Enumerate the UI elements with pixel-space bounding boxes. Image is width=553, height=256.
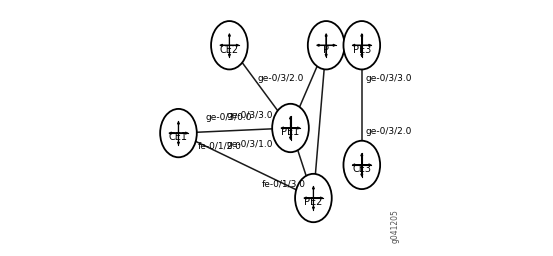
FancyArrow shape — [229, 44, 239, 46]
FancyArrow shape — [362, 164, 371, 166]
FancyArrow shape — [361, 34, 363, 45]
FancyArrow shape — [220, 44, 229, 46]
Ellipse shape — [160, 109, 197, 157]
FancyArrow shape — [352, 164, 362, 166]
FancyArrow shape — [361, 165, 363, 177]
Ellipse shape — [211, 21, 248, 69]
FancyArrow shape — [326, 44, 336, 46]
Ellipse shape — [308, 21, 345, 69]
FancyArrow shape — [312, 198, 315, 210]
Text: ge-0/3/3.0: ge-0/3/3.0 — [226, 111, 273, 120]
FancyArrow shape — [314, 197, 323, 199]
FancyArrow shape — [228, 45, 231, 57]
FancyArrow shape — [281, 127, 290, 129]
FancyArrow shape — [325, 34, 327, 45]
Ellipse shape — [272, 104, 309, 152]
Text: g041205: g041205 — [390, 209, 399, 243]
FancyArrow shape — [362, 44, 371, 46]
Text: PE1: PE1 — [281, 127, 300, 137]
Text: ge-0/3/2.0: ge-0/3/2.0 — [366, 127, 412, 136]
FancyArrow shape — [325, 45, 327, 57]
FancyArrow shape — [290, 127, 300, 129]
Ellipse shape — [343, 141, 380, 189]
FancyArrow shape — [178, 133, 180, 145]
FancyArrow shape — [169, 132, 179, 134]
FancyArrow shape — [228, 34, 231, 45]
FancyArrow shape — [289, 128, 291, 140]
Text: fe-0/1/3.0: fe-0/1/3.0 — [262, 179, 306, 188]
Ellipse shape — [295, 174, 332, 222]
Text: PE2: PE2 — [304, 197, 322, 207]
Text: ge-0/3/0.0: ge-0/3/0.0 — [206, 113, 252, 122]
FancyArrow shape — [289, 116, 291, 128]
FancyArrow shape — [178, 122, 180, 133]
Text: CE2: CE2 — [220, 45, 239, 55]
Text: ge-0/3/3.0: ge-0/3/3.0 — [366, 74, 412, 83]
Text: ge-0/3/2.0: ge-0/3/2.0 — [258, 74, 304, 83]
FancyArrow shape — [312, 186, 315, 198]
Text: CE1: CE1 — [169, 132, 188, 142]
FancyArrow shape — [179, 132, 188, 134]
FancyArrow shape — [352, 44, 362, 46]
FancyArrow shape — [304, 197, 314, 199]
Text: fe-0/1/2.0: fe-0/1/2.0 — [198, 142, 242, 151]
Text: P: P — [323, 45, 329, 55]
Text: PE3: PE3 — [353, 45, 371, 55]
Text: ge-0/3/1.0: ge-0/3/1.0 — [227, 140, 273, 148]
FancyArrow shape — [361, 45, 363, 57]
FancyArrow shape — [361, 153, 363, 165]
Text: CE3: CE3 — [352, 164, 371, 174]
FancyArrow shape — [317, 44, 326, 46]
Ellipse shape — [343, 21, 380, 69]
